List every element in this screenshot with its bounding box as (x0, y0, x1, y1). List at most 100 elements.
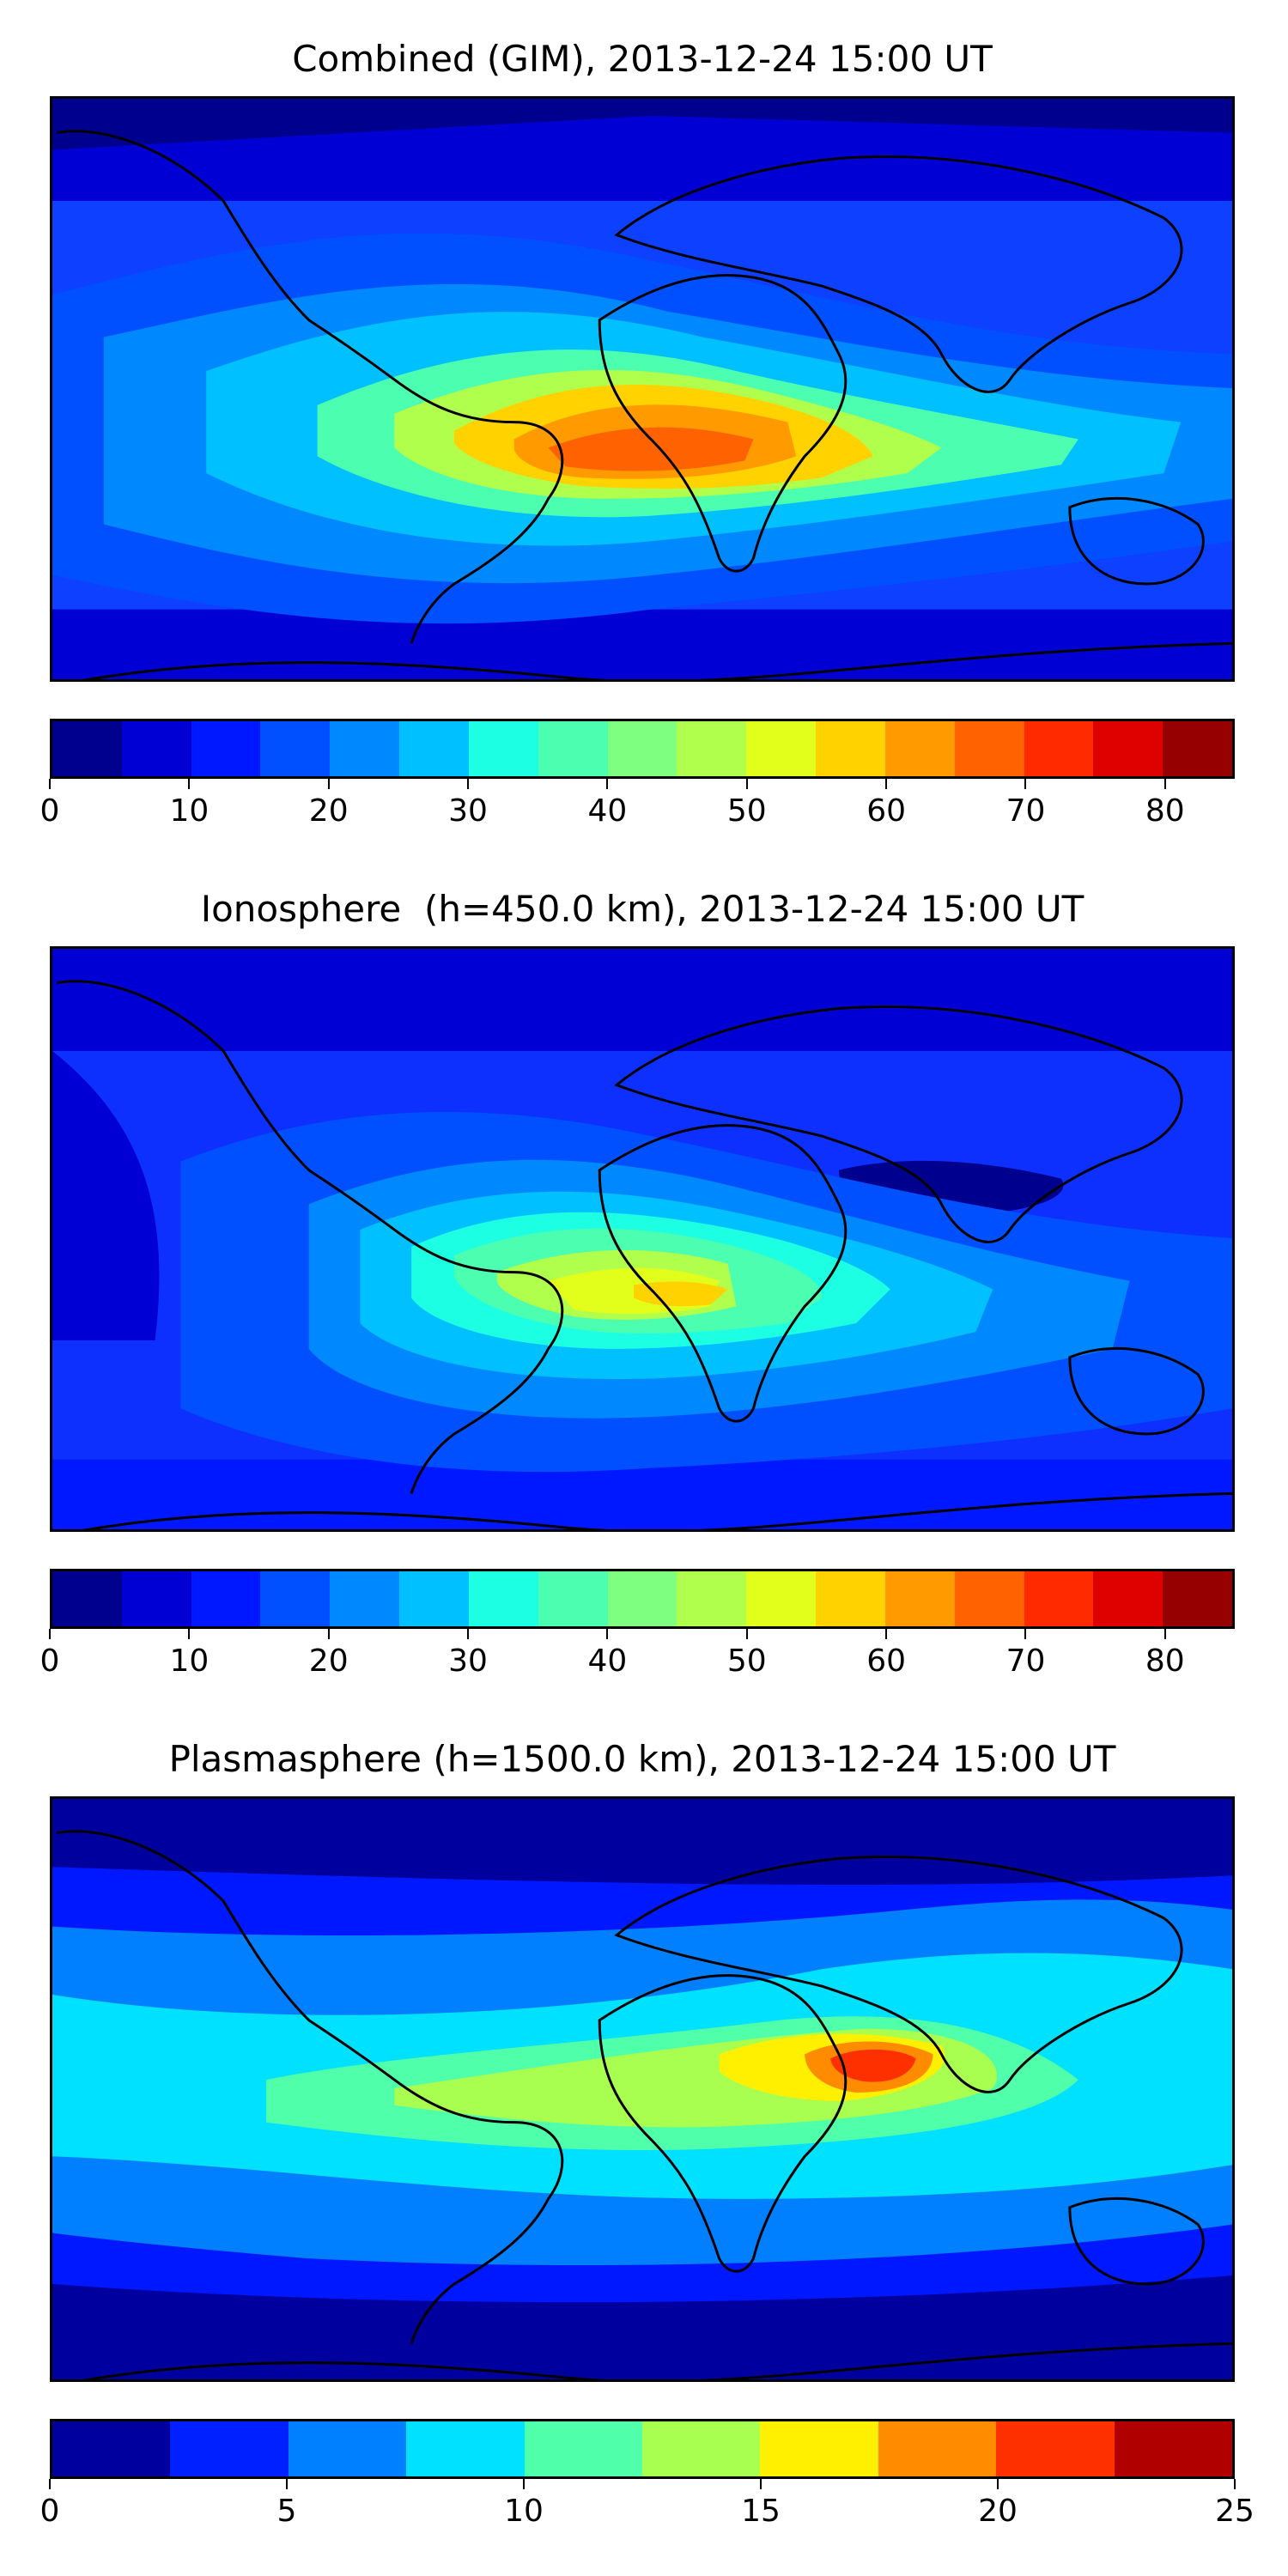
colorbar-tick (49, 779, 51, 789)
colorbar-tick (327, 1629, 330, 1639)
colorbar-segment (1114, 2421, 1232, 2476)
colorbar-segment (996, 2421, 1115, 2476)
colorbar-ionosphere (50, 1569, 1235, 1629)
colorbar-tick-label: 40 (587, 1643, 628, 1679)
colorbar-ticks: 0 10 20 30 40 50 60 70 80 (40, 1629, 1235, 1680)
colorbar-tick-label: 10 (504, 2494, 544, 2529)
colorbar-tick (1024, 779, 1027, 789)
colorbar-segment (884, 721, 955, 776)
colorbar-tick-label: 80 (1145, 793, 1185, 829)
colorbar-segment (607, 721, 677, 776)
colorbar-tick-label: 20 (308, 793, 349, 829)
tec-contour (52, 1050, 160, 1340)
colorbar-segment (816, 1571, 885, 1626)
colorbar-segment (52, 2421, 171, 2476)
colorbar-tick-label: 60 (866, 1643, 907, 1679)
colorbar-segment (1163, 1571, 1232, 1626)
colorbar-tick (745, 779, 748, 789)
colorbar-segment (1093, 721, 1163, 776)
colorbar-tick (1234, 2479, 1236, 2489)
colorbar-tick-label: 10 (169, 1643, 210, 1679)
colorbar-segment (1093, 1571, 1163, 1626)
tec-map-svg (52, 1799, 1232, 2379)
colorbar-segment (399, 721, 469, 776)
colorbar-segment (52, 1571, 122, 1626)
colorbar-tick (606, 1629, 609, 1639)
colorbar-plasmasphere (50, 2419, 1235, 2479)
colorbar-tick (885, 1629, 888, 1639)
colorbar-segment (170, 2421, 289, 2476)
colorbar-tick (286, 2479, 288, 2489)
tec-map-ionosphere (50, 946, 1235, 1532)
colorbar-tick (1163, 779, 1166, 789)
colorbar-tick-label: 60 (866, 793, 907, 829)
tec-band (52, 99, 1232, 150)
colorbar-segment (399, 1571, 469, 1626)
colorbar-tick (523, 2479, 525, 2489)
colorbar-segment (538, 1571, 608, 1626)
colorbar-tick-label: 70 (1005, 1643, 1046, 1679)
coastline-outline (56, 130, 1232, 679)
colorbar-tick (760, 2479, 762, 2489)
colorbar-segment (121, 1571, 191, 1626)
coastline-outline (56, 980, 1232, 1529)
colorbar-tick (49, 2479, 51, 2489)
colorbar-tick-label: 20 (308, 1643, 349, 1679)
colorbar-tick-label: 0 (39, 2494, 60, 2529)
colorbar-segment (468, 1571, 538, 1626)
colorbar-tick (997, 2479, 999, 2489)
colorbar-segment (607, 1571, 677, 1626)
colorbar-tick-label: 0 (39, 793, 60, 829)
colorbar-tick (327, 779, 330, 789)
colorbar-tick (467, 779, 470, 789)
tec-map-svg (52, 99, 1232, 679)
colorbar-tick (188, 1629, 191, 1639)
colorbar-combined (50, 719, 1235, 779)
colorbar-segment (746, 1571, 817, 1626)
colorbar-segment (954, 1571, 1024, 1626)
colorbar-segment (121, 721, 191, 776)
tec-contour (548, 427, 754, 471)
tec-band (52, 1799, 1232, 1886)
colorbar-segment (288, 2421, 407, 2476)
colorbar-segment (884, 1571, 955, 1626)
tec-band (52, 2275, 1232, 2379)
colorbar-tick (49, 1629, 51, 1639)
colorbar-tick-label: 20 (978, 2494, 1018, 2529)
colorbar-ticks: 0 10 20 30 40 50 60 70 80 (40, 779, 1235, 830)
colorbar-segment (524, 2421, 643, 2476)
colorbar-segment (52, 721, 122, 776)
tec-band (52, 949, 1232, 1051)
tec-band (52, 609, 1232, 679)
colorbar-segment (760, 2421, 878, 2476)
colorbar-segment (746, 721, 817, 776)
colorbar-tick-label: 25 (1215, 2494, 1255, 2529)
colorbar-tick-label: 80 (1145, 1643, 1185, 1679)
colorbar-tick-label: 70 (1005, 793, 1046, 829)
colorbar-tick (467, 1629, 470, 1639)
colorbar-segment (816, 721, 885, 776)
colorbar-segment (538, 721, 608, 776)
colorbar-segment (191, 721, 261, 776)
colorbar-segment (330, 1571, 400, 1626)
colorbar-tick (885, 779, 888, 789)
colorbar-segment (1163, 721, 1232, 776)
panel-title: Plasmasphere (h=1500.0 km), 2013-12-24 1… (168, 1738, 1116, 1780)
colorbar-segment (260, 1571, 331, 1626)
colorbar-ticks: 0 5 10 15 20 25 (40, 2479, 1255, 2530)
colorbar-segment (1024, 1571, 1094, 1626)
colorbar-tick (188, 779, 191, 789)
colorbar-tick-label: 10 (169, 793, 210, 829)
colorbar-segment (468, 721, 538, 776)
colorbar-tick-label: 50 (726, 793, 767, 829)
panel-title: Combined (GIM), 2013-12-24 15:00 UT (292, 38, 993, 80)
colorbar-tick-label: 30 (448, 793, 488, 829)
tec-contour (830, 2049, 916, 2082)
tec-map-svg (52, 949, 1232, 1529)
tec-contour (634, 1281, 728, 1307)
colorbar-segment (677, 721, 747, 776)
colorbar-tick (745, 1629, 748, 1639)
tec-map-combined (50, 96, 1235, 682)
colorbar-tick-label: 5 (276, 2494, 297, 2529)
colorbar-segment (406, 2421, 525, 2476)
